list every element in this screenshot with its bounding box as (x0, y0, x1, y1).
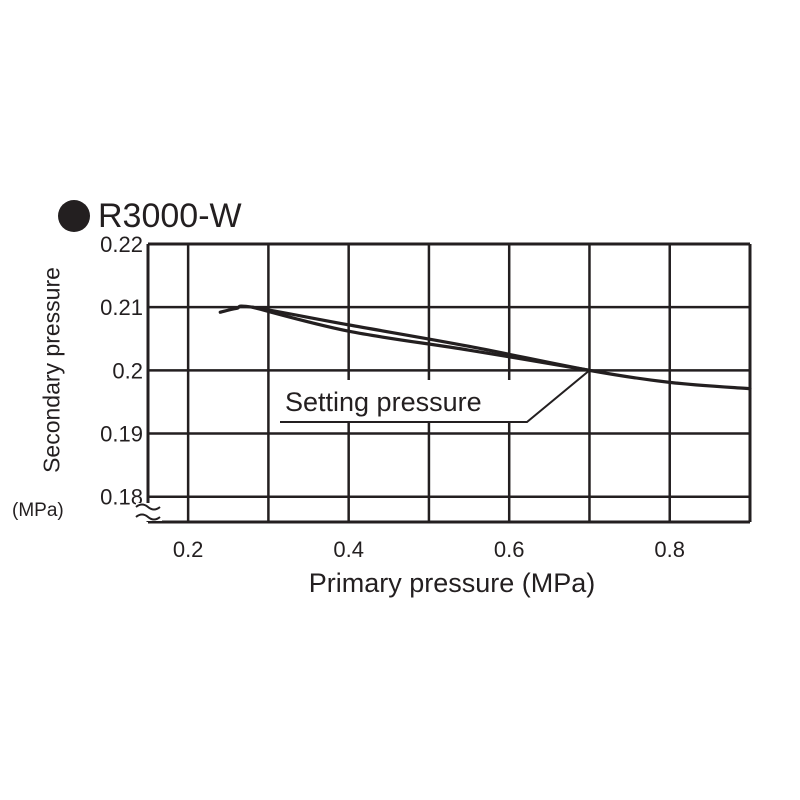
y-tick-label: 0.22 (100, 232, 143, 257)
x-tick-label: 0.6 (494, 537, 525, 562)
axis-break-mark (135, 513, 161, 521)
y-tick-label: 0.2 (112, 358, 143, 383)
annotation-leader-line (280, 369, 591, 423)
annotation-background (280, 380, 528, 422)
axis-break-gap (136, 503, 162, 521)
x-tick-label: 0.2 (173, 537, 204, 562)
y-tick-label: 0.18 (100, 485, 143, 510)
chart-title: R3000-W (98, 197, 242, 235)
bullet-dot-icon (58, 200, 90, 232)
x-tick-label: 0.8 (654, 537, 685, 562)
series-line-2 (250, 305, 592, 372)
y-axis-unit: (MPa) (12, 500, 64, 521)
series-line-1 (218, 304, 752, 391)
y-tick-label: 0.19 (100, 422, 143, 447)
chart-title-group: R3000-W (58, 196, 242, 236)
x-axis-label: Primary pressure (MPa) (308, 568, 596, 598)
y-tick-label: 0.21 (100, 295, 143, 320)
annotation-label: Setting pressure (285, 387, 482, 417)
x-tick-label: 0.4 (333, 537, 364, 562)
axis-break-mark (135, 503, 161, 511)
